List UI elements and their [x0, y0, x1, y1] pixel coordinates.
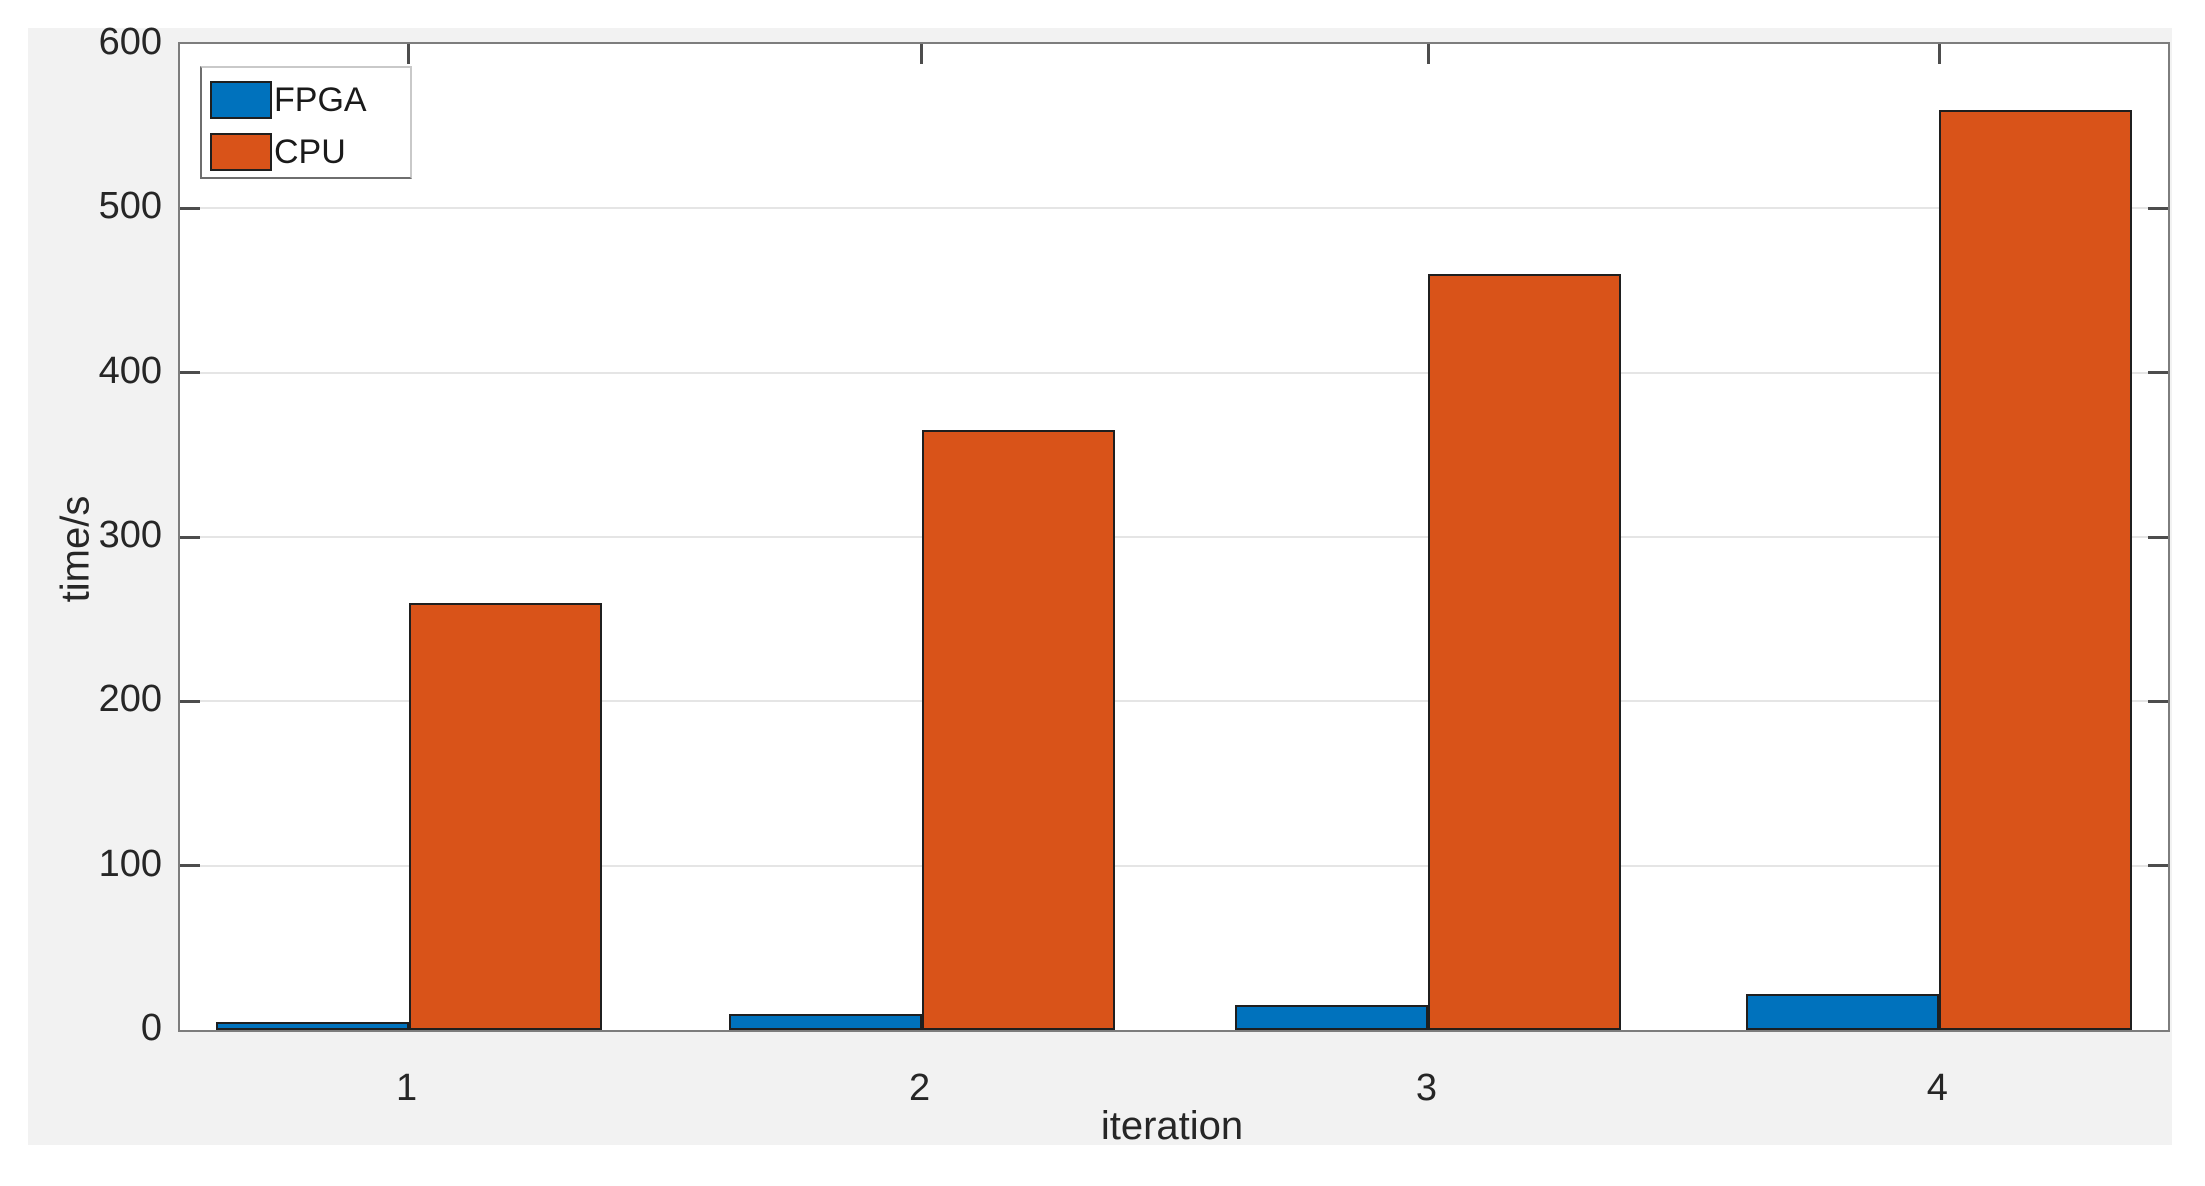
left-axis-tick-y300 [180, 535, 200, 539]
legend: FPGA CPU [200, 66, 412, 179]
x-tick-label-3: 3 [1415, 1067, 1438, 1109]
top-axis-tick-x2 [920, 44, 924, 64]
left-axis-tick-y400 [180, 371, 200, 375]
y-tick-label-0: 0 [140, 1007, 162, 1049]
bar-fpga-1 [215, 1021, 409, 1030]
right-axis-tick-y400 [2148, 371, 2168, 375]
bar-cpu-3 [1428, 274, 1622, 1030]
x-tick-label-1: 1 [396, 1067, 418, 1109]
legend-label-cpu: CPU [274, 132, 346, 171]
legend-swatch-cpu [210, 133, 272, 171]
left-axis-tick-y500 [180, 206, 200, 210]
bar-cpu-1 [408, 602, 602, 1030]
bar-fpga-3 [1235, 1005, 1429, 1030]
gridline-y200 [180, 700, 2168, 703]
right-axis-tick-y300 [2148, 535, 2168, 539]
left-axis-tick-y200 [180, 699, 200, 703]
y-tick-label-600: 600 [98, 21, 162, 63]
y-tick-label-200: 200 [98, 678, 162, 721]
plot-area: FPGA CPU [178, 42, 2170, 1032]
y-tick-label-400: 400 [98, 349, 162, 392]
top-axis-tick-x4 [1937, 44, 1941, 64]
top-axis-tick-x3 [1426, 44, 1430, 64]
y-tick-label-100: 100 [98, 842, 162, 885]
x-tick-label-2: 2 [908, 1067, 931, 1109]
top-axis-tick-x1 [407, 44, 411, 64]
gridline-y300 [180, 536, 2168, 538]
x-axis-label: iteration [1100, 1104, 1244, 1148]
right-axis-tick-y500 [2148, 206, 2168, 210]
right-axis-tick-y100 [2148, 864, 2168, 868]
legend-entry-fpga: FPGA [210, 80, 367, 120]
x-tick-label-4: 4 [1926, 1067, 1948, 1109]
bar-cpu-2 [921, 430, 1115, 1030]
y-tick-label-300: 300 [98, 514, 162, 556]
gridline-y500 [180, 207, 2168, 210]
y-tick-label-500: 500 [98, 185, 162, 228]
bar-cpu-4 [1939, 109, 2133, 1030]
bar-fpga-2 [728, 1013, 922, 1030]
right-axis-tick-y200 [2148, 699, 2168, 703]
legend-swatch-fpga [210, 81, 272, 119]
gridline-y400 [180, 371, 2168, 374]
left-axis-tick-y100 [180, 864, 200, 868]
bar-fpga-4 [1746, 993, 1940, 1030]
gridline-y100 [180, 864, 2168, 867]
legend-label-fpga: FPGA [274, 80, 367, 119]
legend-entry-cpu: CPU [210, 132, 346, 172]
